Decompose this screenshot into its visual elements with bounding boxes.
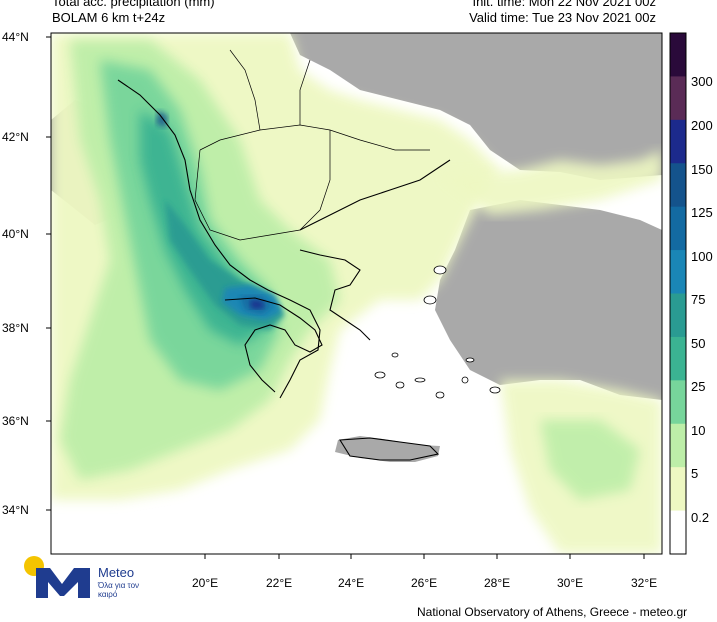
lat-label-38: 38°N [2, 321, 29, 335]
colorbar-segment [670, 206, 686, 251]
lon-label-24: 24°E [338, 576, 365, 590]
precip-fields [51, 33, 662, 554]
colorbar-label-150: 150 [691, 162, 713, 177]
lon-label-22: 22°E [266, 576, 293, 590]
colorbar-segment [670, 163, 686, 208]
colorbar-label-125: 125 [691, 205, 713, 220]
colorbar-segment [670, 423, 686, 468]
lon-ticks [204, 554, 645, 559]
colorbar-segment [670, 467, 686, 512]
borders [194, 49, 430, 241]
colorbar [669, 32, 687, 555]
logo-brand: Meteo [98, 565, 135, 580]
colorbar-label-75: 75 [691, 292, 706, 307]
colorbar-segment [670, 33, 686, 77]
colorbar-segment [670, 380, 686, 425]
colorbar-segment [670, 250, 686, 294]
lon-label-20: 20°E [192, 576, 219, 590]
init-time: Init. time: Mon 22 Nov 2021 00z [472, 0, 656, 9]
colorbar-label-100: 100 [691, 249, 713, 264]
lon-label-32: 32°E [631, 576, 658, 590]
colorbar-segment [670, 336, 686, 381]
coastlines [117, 79, 451, 461]
map-title: Total acc. precipitation (mm) [52, 0, 215, 9]
colorbar-segment [670, 119, 686, 164]
islands [374, 265, 501, 399]
logo-tagline: Όλα για τον καιρό [98, 581, 140, 599]
colorbar-label-200: 200 [691, 118, 713, 133]
lon-label-28: 28°E [484, 576, 511, 590]
model-label: BOLAM 6 km t+24z [52, 10, 166, 25]
colorbar-segment [670, 293, 686, 338]
colorbar-label-10: 10 [691, 423, 706, 438]
colorbar-frame [669, 32, 687, 555]
lat-ticks [46, 36, 51, 511]
lon-label-26: 26°E [411, 576, 438, 590]
colorbar-label-25: 25 [691, 379, 706, 394]
land-areas [51, 33, 662, 462]
lon-label-30: 30°E [557, 576, 584, 590]
map-frame [50, 32, 663, 555]
colorbar-label-5: 5 [691, 466, 699, 481]
colorbar-label-0-2: 0.2 [691, 510, 710, 525]
meteo-logo: Meteo Όλα για τον καιρό [24, 556, 154, 602]
lat-label-44: 44°N [2, 30, 29, 44]
m-logo-icon [36, 568, 90, 598]
footer-credit: National Observatory of Athens, Greece -… [417, 605, 688, 619]
lat-label-34: 34°N [2, 503, 29, 517]
colorbar-label-300: 300 [691, 74, 713, 89]
lat-label-40: 40°N [2, 227, 29, 241]
valid-time: Valid time: Tue 23 Nov 2021 00z [469, 10, 656, 25]
colorbar-segment [670, 76, 686, 121]
colorbar-label-50: 50 [691, 336, 706, 351]
colorbar-segment [670, 510, 686, 555]
lat-label-42: 42°N [2, 130, 29, 144]
lat-label-36: 36°N [2, 414, 29, 428]
